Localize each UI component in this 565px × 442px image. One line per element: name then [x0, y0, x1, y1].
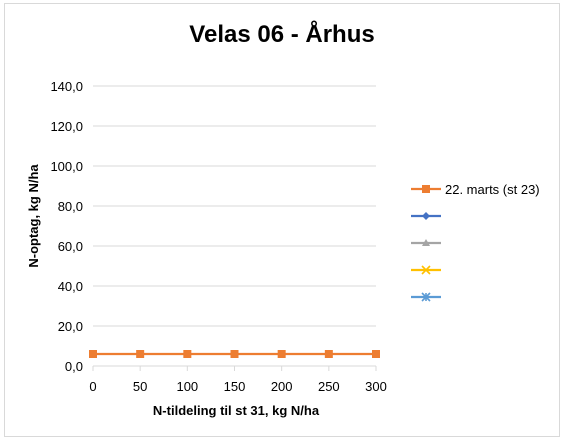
y-tick-labels: 0,0 20,0 40,0 60,0 80,0 100,0 120,0 140,0 — [50, 79, 83, 374]
y-tick-label: 0,0 — [65, 359, 83, 374]
x-tick-labels: 0 50 100 150 200 250 300 — [89, 379, 386, 394]
x-tick-label: 100 — [176, 379, 198, 394]
legend-marker — [422, 212, 430, 220]
x-tick-label: 0 — [89, 379, 96, 394]
y-tick-label: 20,0 — [58, 319, 83, 334]
legend-marker — [422, 185, 430, 193]
data-point — [372, 350, 380, 358]
x-tick-label: 50 — [133, 379, 147, 394]
x-axis-title: N-tildeling til st 31, kg N/ha — [153, 403, 320, 418]
legend-marker — [421, 292, 431, 302]
y-tick-label: 80,0 — [58, 199, 83, 214]
data-point — [183, 350, 192, 358]
y-axis-title: N-optag, kg N/ha — [26, 164, 41, 268]
y-tick-label: 120,0 — [50, 119, 83, 134]
data-point — [277, 350, 286, 358]
chart-title: Velas 06 - Århus — [189, 20, 374, 48]
chart-frame — [4, 3, 560, 437]
data-point — [230, 350, 239, 358]
x-tick-label: 150 — [224, 379, 246, 394]
gridlines — [92, 85, 377, 371]
data-point — [89, 350, 97, 358]
x-tick-label: 200 — [271, 379, 293, 394]
y-tick-label: 140,0 — [50, 79, 83, 94]
legend-marker — [421, 265, 431, 275]
legend-marker — [422, 239, 430, 246]
data-point — [324, 350, 333, 358]
legend-label: 22. marts (st 23) — [445, 182, 540, 197]
legend: 22. marts (st 23) — [411, 182, 540, 302]
y-tick-label: 60,0 — [58, 239, 83, 254]
y-tick-label: 100,0 — [50, 159, 83, 174]
y-tick-label: 40,0 — [58, 279, 83, 294]
series-group — [89, 350, 380, 358]
x-tick-label: 300 — [365, 379, 387, 394]
x-tick-label: 250 — [318, 379, 340, 394]
data-point — [136, 350, 145, 358]
